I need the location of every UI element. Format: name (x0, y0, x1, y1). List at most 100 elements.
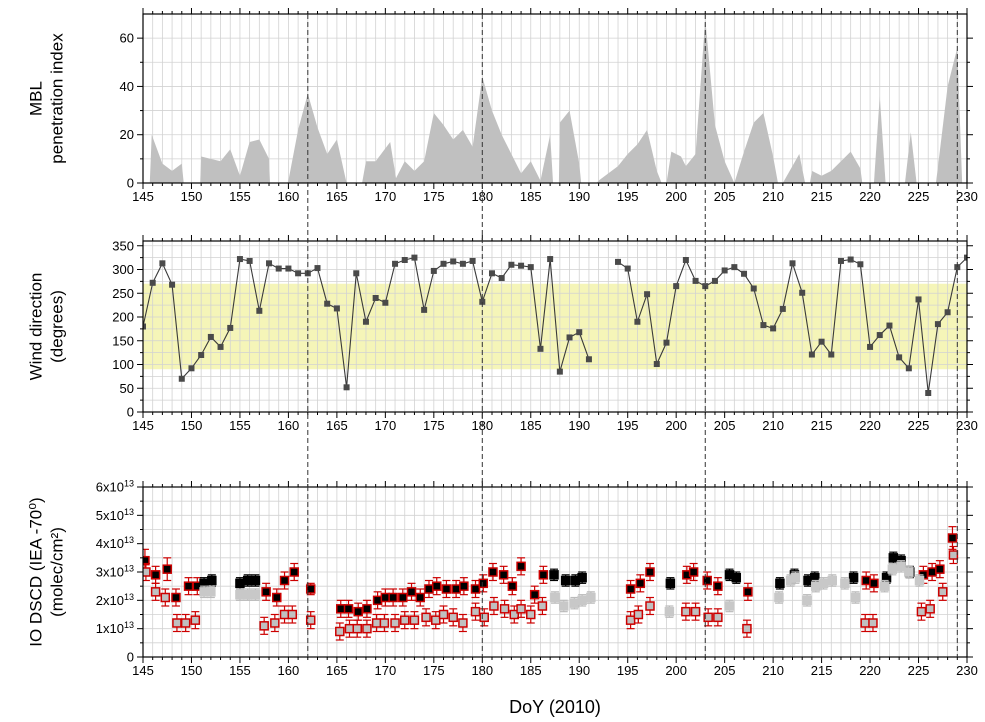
io-point (927, 567, 937, 577)
io-point (935, 564, 945, 574)
series-3 (199, 560, 925, 618)
io-point (914, 575, 925, 586)
x-tick-label: 145 (132, 189, 154, 204)
io-point (171, 592, 181, 603)
io-point (399, 615, 410, 625)
wind-point (459, 260, 466, 267)
y-tick-label: 4x1013 (96, 535, 134, 551)
x-tick-label: 170 (375, 418, 397, 433)
y-tick-label: 50 (120, 381, 134, 396)
x-tick-label: 185 (520, 189, 542, 204)
x-tick-label: 225 (908, 189, 930, 204)
wind-sector-band (143, 283, 967, 370)
wind-point (566, 334, 573, 341)
io-point (586, 592, 596, 603)
io-point (577, 572, 587, 583)
io-point (289, 567, 299, 577)
area-segment (782, 154, 806, 183)
x-tick-label: 160 (278, 418, 300, 433)
y-tick-label-base: 6x10 (96, 480, 124, 495)
io-point (802, 595, 812, 606)
wind-point (944, 309, 951, 316)
io-point (261, 587, 271, 597)
wind-point (925, 390, 932, 396)
io-point (371, 618, 382, 628)
wind-point (818, 338, 825, 345)
x-tick-label: 220 (859, 663, 881, 678)
area-segment (904, 132, 917, 183)
io-point (904, 567, 914, 577)
wind-point (353, 270, 360, 277)
y-tick-label: 300 (112, 262, 134, 277)
io-point (790, 572, 801, 583)
y-tick-label: 200 (112, 310, 134, 325)
wind-point (217, 343, 224, 350)
y-tick-label: 350 (112, 238, 134, 253)
x-tick-label: 170 (375, 663, 397, 678)
io-point (529, 589, 540, 600)
y-tick-label-base: 3x10 (96, 565, 124, 580)
x-tick-label: 155 (229, 418, 251, 433)
io-point (916, 606, 927, 617)
io-point (390, 618, 400, 628)
series-1 (199, 551, 915, 590)
x-tick-label: 205 (714, 663, 736, 678)
x-tick-label: 230 (956, 418, 978, 433)
wind-point (362, 318, 369, 325)
wind-point (256, 307, 263, 314)
io-point (459, 581, 469, 591)
wind-point (333, 305, 340, 312)
wind-point (149, 279, 156, 286)
wind-point (576, 329, 583, 336)
x-axis-label: DoY (2010) (509, 697, 601, 717)
wind-point (143, 323, 146, 330)
event-dashed-lines (307, 14, 958, 657)
y-tick-label: 250 (112, 286, 134, 301)
x-tick-label: 200 (665, 189, 687, 204)
wind-point (227, 324, 234, 331)
y-axis-label: IO DSCD (IEA -70⁰) (27, 497, 46, 646)
x-tick-label: 225 (908, 663, 930, 678)
y-tick-label: 0 (127, 650, 134, 665)
io-point (549, 570, 559, 580)
x-tick-label: 195 (617, 418, 639, 433)
wind-point (537, 345, 544, 352)
x-tick-label: 190 (568, 418, 590, 433)
io-point (526, 609, 536, 620)
mbl-penetration-panel: 145 150 155 160 165 170 175 180 185 190 195 200 205 2… (27, 8, 978, 204)
io-point (448, 612, 458, 623)
x-tick-label: 230 (956, 189, 978, 204)
wind-point (789, 260, 796, 267)
wind-point (624, 265, 631, 272)
y-tick-label: 2x1013 (96, 592, 134, 608)
wind-point (275, 265, 282, 272)
io-point (818, 578, 829, 589)
y-tick-label-base: 5x10 (96, 508, 124, 523)
plot-frame (142, 240, 968, 413)
io-point (343, 604, 354, 614)
io-point (206, 587, 216, 597)
io-point (665, 578, 676, 589)
io-point (775, 578, 785, 589)
wind-point (556, 368, 563, 375)
y-tick-label: 60 (120, 31, 134, 46)
y-tick-label: 20 (120, 127, 134, 142)
io-point (242, 575, 253, 586)
io-point (633, 609, 644, 620)
wind-point (372, 295, 379, 301)
x-tick-label: 210 (762, 189, 784, 204)
io-point (713, 581, 723, 591)
io-point (868, 618, 878, 628)
wind-point (411, 254, 418, 261)
wind-point (236, 256, 243, 263)
y-tick-label-exponent: 13 (124, 479, 134, 489)
wind-point (547, 256, 554, 263)
io-point (183, 581, 194, 591)
wind-point (188, 365, 195, 372)
area-segment (935, 47, 963, 183)
io-point (550, 592, 560, 603)
io-point (143, 555, 150, 566)
x-tick-label: 145 (132, 663, 154, 678)
wind-point (867, 343, 874, 350)
wind-point (828, 351, 835, 358)
